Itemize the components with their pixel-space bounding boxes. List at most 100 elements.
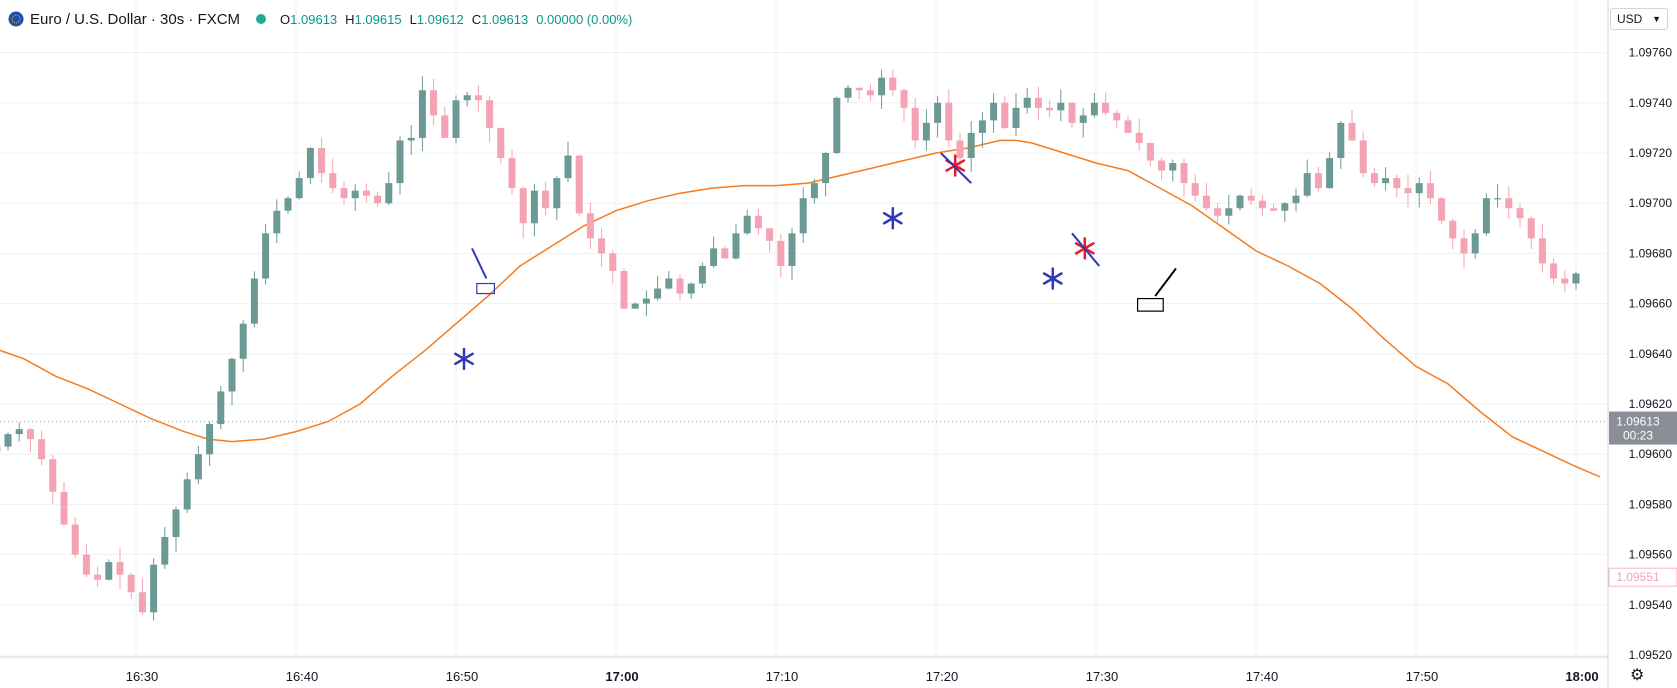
candle-body	[754, 215, 762, 229]
candle-down	[1359, 132, 1367, 178]
candle-up	[206, 421, 214, 466]
y-tick-label: 1.09720	[1629, 146, 1673, 160]
y-tick-label: 1.09660	[1629, 297, 1673, 311]
candle-body	[273, 210, 281, 234]
asterisk-blue-icon	[454, 347, 474, 371]
candle-down	[1527, 216, 1535, 250]
candle-up	[654, 275, 662, 301]
candle-body	[150, 564, 158, 613]
candle-body	[1505, 198, 1513, 209]
candle-body	[620, 270, 628, 309]
candle-body	[1370, 173, 1378, 184]
candle-body	[1102, 102, 1110, 113]
chart-grid	[0, 0, 1607, 657]
candle-body	[1438, 198, 1446, 221]
x-tick-label: 18:00	[1565, 669, 1598, 684]
y-tick-label: 1.09700	[1629, 196, 1673, 210]
candle-down	[1438, 196, 1446, 224]
candle-body	[810, 183, 818, 199]
candle-up	[250, 271, 258, 328]
candle-up	[194, 445, 202, 485]
candle-body	[1449, 220, 1457, 239]
candle-body	[1113, 112, 1121, 121]
candle-body	[1236, 195, 1244, 209]
candle-body	[463, 95, 471, 101]
candle-down	[71, 516, 79, 559]
candle-down	[1505, 186, 1513, 219]
y-tick-label: 1.09760	[1629, 46, 1673, 60]
candle-body	[1191, 183, 1199, 196]
candle-body	[1225, 208, 1233, 216]
candle-body	[206, 424, 214, 455]
high-label: H	[345, 11, 355, 27]
candle-body	[598, 238, 606, 254]
currency-selector[interactable]: USD ▼	[1610, 8, 1668, 30]
candle-down	[49, 454, 57, 504]
candle-up	[217, 386, 225, 430]
candle-up	[1236, 194, 1244, 211]
candle-up	[810, 179, 818, 204]
candle-down	[1191, 174, 1199, 202]
candle-body	[1034, 97, 1042, 108]
market-status-dot[interactable]	[256, 14, 267, 24]
candle-up	[463, 92, 471, 107]
candle-up	[732, 223, 740, 260]
candle-body	[866, 90, 874, 96]
high-value: 1.09615	[354, 11, 402, 27]
change-value: 0.00000 (0.00%)	[536, 11, 633, 27]
x-tick-label: 17:00	[605, 669, 638, 684]
candle-down	[508, 149, 516, 195]
candle-up	[698, 262, 706, 288]
current-price-tag	[1609, 411, 1677, 445]
candle-body	[26, 429, 34, 440]
candle-body	[441, 115, 449, 138]
candle-body	[631, 303, 639, 309]
candle-up	[1090, 92, 1098, 118]
candle-body	[1314, 173, 1322, 189]
candle-down	[1538, 223, 1546, 273]
candle-body	[374, 195, 382, 204]
candle-body	[1158, 160, 1166, 171]
price-axis[interactable]: 1.09520 1.09540 1.09560 1.09580 1.09600 1.096…	[1607, 0, 1677, 688]
candle-body	[844, 87, 852, 98]
y-tick-label: 1.09520	[1629, 648, 1673, 662]
candle-up	[295, 171, 303, 200]
candle-body	[1471, 233, 1479, 254]
candle-body	[1180, 163, 1188, 184]
candle-body	[1482, 198, 1490, 234]
time-axis[interactable]: 16:30 16:40 16:50 17:00 17:10 17:20 17:30 17:40…	[0, 656, 1608, 684]
candle-up	[665, 271, 673, 290]
x-tick-label: 16:30	[126, 669, 159, 684]
candle-up	[1482, 193, 1490, 236]
candle-body	[934, 102, 942, 123]
settings-gear-icon[interactable]: ⚙	[1630, 667, 1645, 684]
candle-up	[418, 76, 426, 151]
candle-down	[1135, 118, 1143, 151]
candle-down	[1314, 166, 1322, 192]
candle-body	[250, 278, 258, 324]
candle-up	[822, 151, 830, 197]
x-tick-label: 17:50	[1406, 669, 1439, 684]
candle-down	[441, 106, 449, 139]
candle-up	[1494, 184, 1502, 208]
candle-body	[497, 127, 505, 159]
candle-down	[1034, 86, 1042, 120]
symbol-title[interactable]: Euro / U.S. Dollar · 30s · FXCM	[30, 10, 241, 28]
candle-body	[530, 190, 538, 224]
candle-body	[418, 90, 426, 138]
candle-body	[687, 283, 695, 294]
candle-down	[497, 127, 505, 164]
candle-down	[1426, 171, 1434, 205]
candle-down	[318, 137, 326, 183]
asterisk-stroke	[454, 352, 474, 366]
candle-body	[676, 278, 684, 294]
drawing-annotations[interactable]	[454, 152, 1177, 371]
trend-line-black	[1154, 267, 1177, 297]
candle-body	[262, 233, 270, 279]
asterisk-blue-icon	[882, 207, 903, 230]
candle-body	[430, 90, 438, 116]
candle-down	[116, 547, 124, 590]
candle-down	[911, 97, 919, 148]
candle-body	[351, 190, 359, 199]
